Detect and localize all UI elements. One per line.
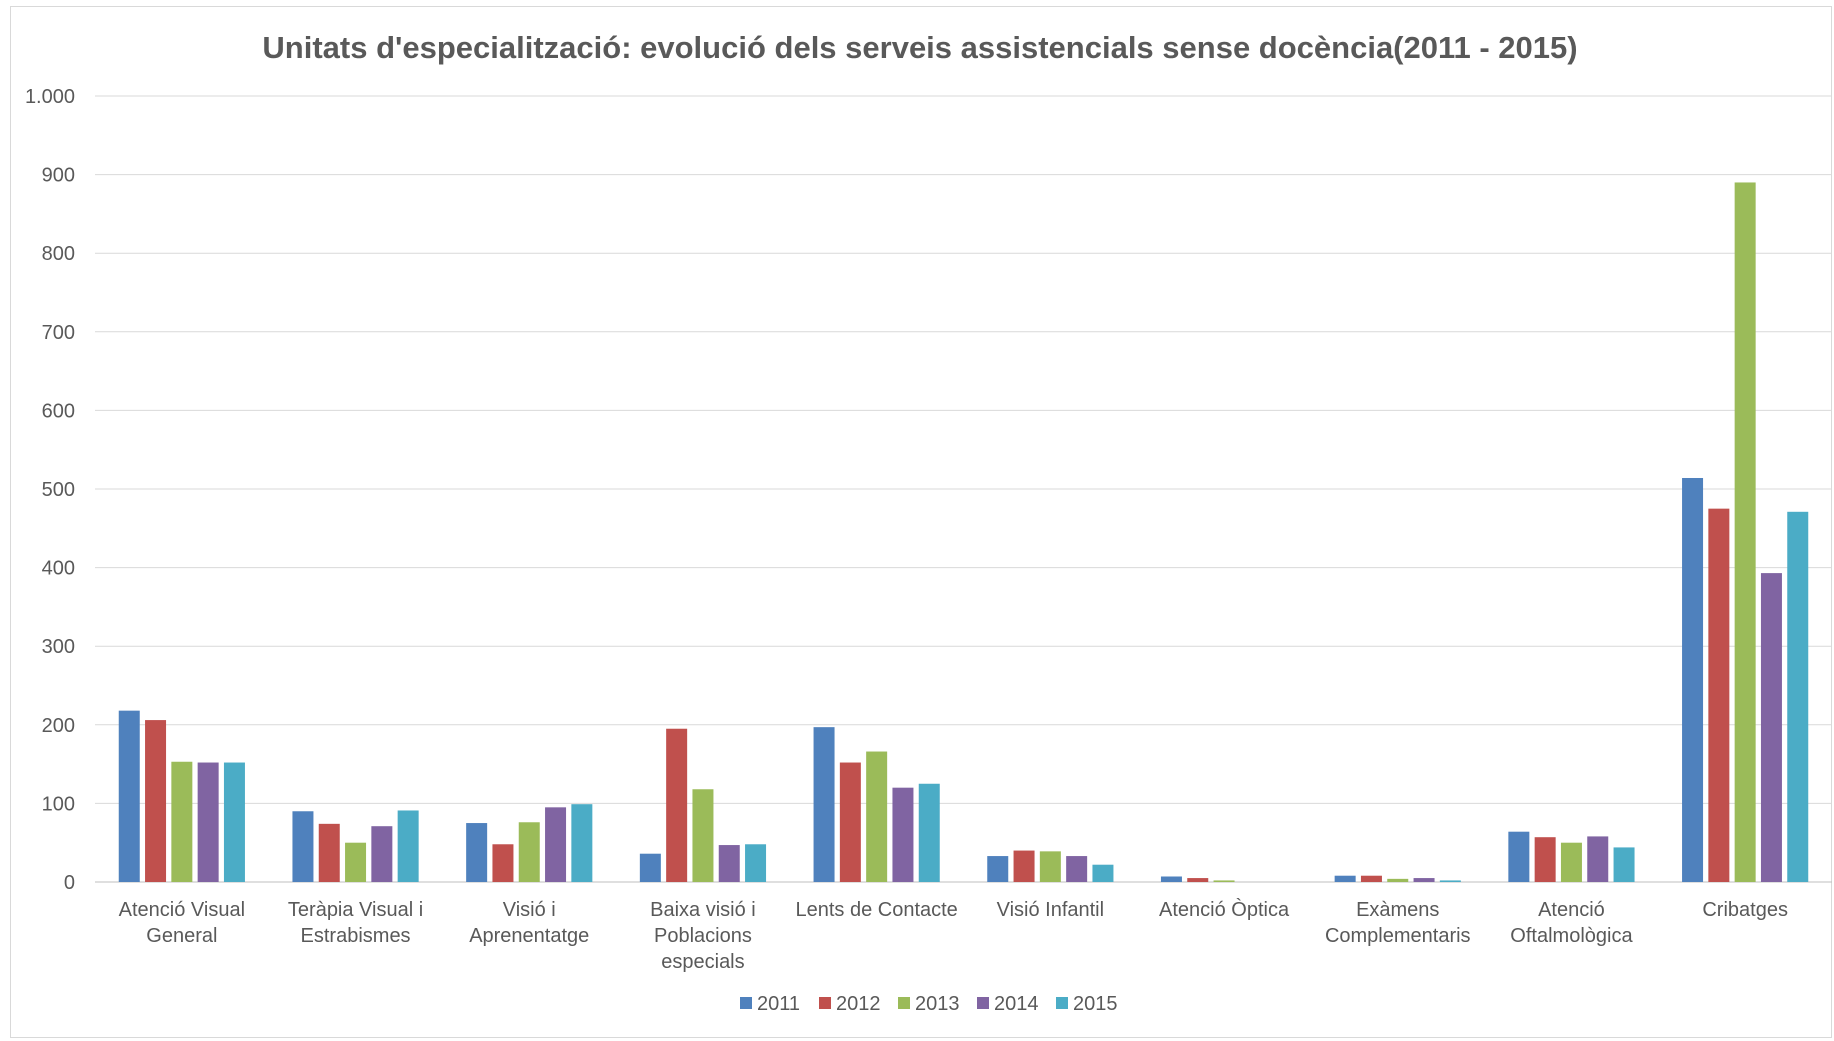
bar xyxy=(813,727,835,882)
x-tick-label: Oftalmològica xyxy=(1510,925,1633,947)
x-tick-label: Teràpia Visual i xyxy=(288,899,423,921)
y-tick-label: 700 xyxy=(42,322,75,344)
bar xyxy=(397,810,419,882)
y-tick-label: 400 xyxy=(42,558,75,580)
bar xyxy=(1613,847,1635,882)
x-tick-label: Atenció Òptica xyxy=(1159,898,1290,921)
x-tick-label: Visió i xyxy=(503,899,556,921)
x-tick-label: Poblacions xyxy=(654,925,752,947)
y-tick-label: 100 xyxy=(42,793,75,815)
bar xyxy=(1534,837,1556,882)
x-tick-label: Atenció xyxy=(1538,899,1605,921)
legend-label: 2013 xyxy=(915,993,960,1015)
bar xyxy=(1066,856,1088,882)
x-tick-label: Exàmens xyxy=(1356,899,1439,921)
bar xyxy=(1587,836,1609,882)
y-tick-label: 900 xyxy=(42,165,75,187)
bar xyxy=(1213,880,1235,882)
bar xyxy=(1160,876,1182,882)
bar xyxy=(1334,875,1356,882)
y-tick-label: 0 xyxy=(64,872,75,894)
bar xyxy=(1413,878,1435,882)
bar xyxy=(1560,842,1582,882)
legend-label: 2014 xyxy=(994,993,1039,1015)
bar xyxy=(1039,851,1061,882)
bar xyxy=(118,710,140,882)
bar xyxy=(1760,573,1782,882)
x-tick-label: Aprenentatge xyxy=(469,925,589,947)
x-tick-label: Lents de Contacte xyxy=(795,899,957,921)
bar xyxy=(1734,182,1756,882)
bar xyxy=(1187,878,1209,882)
bar xyxy=(718,845,740,882)
x-axis: Atenció Visual General Teràpia Visual i Est… xyxy=(119,898,1788,973)
bar xyxy=(1387,878,1409,882)
x-tick-label: Estrabismes xyxy=(301,925,411,947)
bar xyxy=(1708,508,1730,882)
bar xyxy=(518,822,540,882)
legend-swatch xyxy=(977,997,989,1009)
bar xyxy=(692,789,714,882)
bar xyxy=(223,762,245,882)
bar xyxy=(371,826,393,882)
bars xyxy=(118,182,1809,882)
bar xyxy=(1013,850,1035,882)
bar xyxy=(892,787,914,882)
bar xyxy=(666,728,688,882)
legend-label: 2012 xyxy=(836,993,881,1015)
legend-swatch xyxy=(819,997,831,1009)
y-axis: 0 100 200 300 400 500 600 700 800 900 1.000 xyxy=(25,86,75,894)
y-tick-label: 1.000 xyxy=(25,86,75,108)
bar xyxy=(171,761,193,882)
bar xyxy=(1682,477,1704,882)
bar xyxy=(466,823,488,882)
x-tick-label: Atenció Visual xyxy=(119,899,245,921)
bar xyxy=(1092,864,1114,882)
bar xyxy=(987,856,1009,882)
y-tick-label: 200 xyxy=(42,715,75,737)
x-tick-label: Baixa visió i xyxy=(650,899,756,921)
legend-swatch xyxy=(740,997,752,1009)
legend-swatch xyxy=(1056,997,1068,1009)
legend-swatch xyxy=(898,997,910,1009)
legend: 2011 2012 2013 2014 2015 xyxy=(740,993,1118,1015)
legend-label: 2015 xyxy=(1073,993,1118,1015)
bar xyxy=(545,807,567,882)
bar xyxy=(345,842,367,882)
bar xyxy=(639,853,661,882)
bar xyxy=(318,823,340,882)
gridlines xyxy=(95,95,1832,883)
bar xyxy=(839,762,861,882)
bar xyxy=(292,811,314,882)
x-tick-label: Cribatges xyxy=(1702,899,1788,921)
x-tick-label: Complementaris xyxy=(1325,925,1471,947)
bar xyxy=(866,751,888,882)
x-tick-label: Visió Infantil xyxy=(997,899,1104,921)
bar xyxy=(1508,831,1530,882)
chart-title: Unitats d'especialització: evolució dels… xyxy=(262,30,1577,65)
y-tick-label: 800 xyxy=(42,243,75,265)
x-tick-label: especials xyxy=(661,951,744,973)
bar xyxy=(1360,875,1382,882)
legend-label: 2011 xyxy=(757,993,800,1015)
bar xyxy=(571,804,593,882)
bar xyxy=(1439,880,1461,882)
y-tick-label: 300 xyxy=(42,636,75,658)
y-tick-label: 500 xyxy=(42,479,75,501)
bar xyxy=(197,762,219,882)
y-tick-label: 600 xyxy=(42,400,75,422)
bar xyxy=(745,844,767,882)
bar xyxy=(1787,511,1809,882)
x-tick-label: General xyxy=(146,925,217,947)
bar xyxy=(145,720,167,882)
bar xyxy=(918,783,940,882)
bar xyxy=(492,844,514,882)
